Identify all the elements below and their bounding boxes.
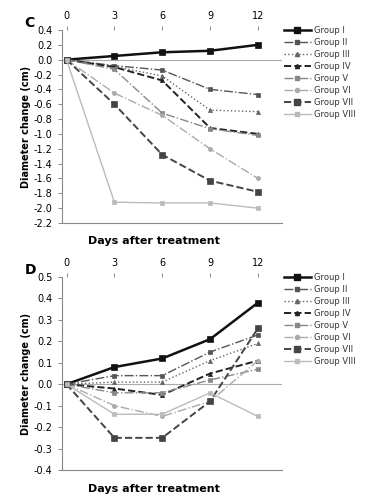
Text: Days after treatment: Days after treatment bbox=[88, 484, 220, 494]
Text: C: C bbox=[24, 16, 35, 30]
Text: D: D bbox=[24, 263, 36, 277]
Text: Days after treatment: Days after treatment bbox=[88, 236, 220, 246]
Legend: Group I, Group II, Group III, Group IV, Group V, Group VI, Group VII, Group VIII: Group I, Group II, Group III, Group IV, … bbox=[284, 26, 356, 118]
Y-axis label: Diameter change (cm): Diameter change (cm) bbox=[21, 312, 31, 434]
Y-axis label: Diameter change (cm): Diameter change (cm) bbox=[21, 66, 31, 188]
Legend: Group I, Group II, Group III, Group IV, Group V, Group VI, Group VII, Group VIII: Group I, Group II, Group III, Group IV, … bbox=[284, 273, 356, 366]
